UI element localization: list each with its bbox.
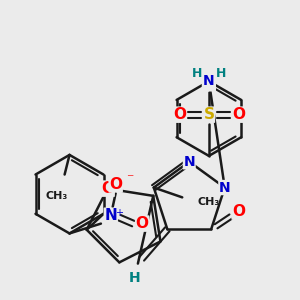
- Text: O: O: [136, 216, 148, 231]
- Text: H: H: [192, 67, 202, 80]
- Text: O: O: [232, 107, 245, 122]
- Text: O: O: [173, 107, 186, 122]
- Text: +: +: [115, 208, 123, 218]
- Text: CH₃: CH₃: [198, 197, 220, 207]
- Text: ⁻: ⁻: [126, 172, 133, 186]
- Text: N: N: [219, 181, 230, 194]
- Text: H: H: [215, 67, 226, 80]
- Text: O: O: [232, 204, 245, 219]
- Text: H: H: [129, 271, 141, 285]
- Text: N: N: [104, 208, 117, 223]
- Text: S: S: [203, 107, 214, 122]
- Text: CH₃: CH₃: [46, 191, 68, 201]
- Text: O: O: [101, 181, 114, 196]
- Text: O: O: [109, 177, 122, 192]
- Text: N: N: [203, 74, 215, 88]
- Text: N: N: [183, 155, 195, 169]
- Text: N: N: [202, 76, 215, 91]
